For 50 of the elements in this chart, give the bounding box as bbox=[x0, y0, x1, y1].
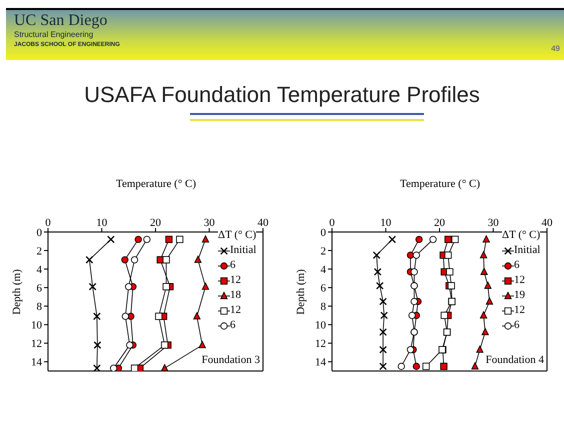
y-tick-label: 6 bbox=[36, 282, 42, 295]
y-axis-title: Depth (m) bbox=[11, 268, 23, 317]
x-tick-label: 0 bbox=[329, 217, 336, 229]
y-tick-label: 10 bbox=[31, 320, 42, 332]
y-tick-label: 12 bbox=[31, 338, 42, 350]
y-tick-label: 12 bbox=[315, 338, 326, 350]
legend-label: 18 bbox=[230, 288, 241, 303]
legend-title: ΔT (° C) bbox=[502, 228, 540, 243]
y-tick-label: 14 bbox=[315, 356, 326, 369]
chart-title: USAFA Foundation Temperature Profiles bbox=[83, 82, 481, 108]
text: Structural Engineering bbox=[14, 30, 94, 40]
x-axis-title: Temperature (° C) bbox=[115, 178, 197, 190]
x-tick-label: 30 bbox=[488, 217, 500, 229]
y-tick-label: 8 bbox=[320, 301, 326, 314]
legend-label: 6 bbox=[230, 258, 236, 273]
legend-label: 12 bbox=[514, 273, 525, 288]
legend-label: 6 bbox=[514, 258, 520, 273]
x-tick-label: 20 bbox=[434, 217, 446, 229]
x-tick-label: 30 bbox=[204, 217, 216, 229]
x-tick-label: 10 bbox=[96, 217, 108, 229]
y-tick-label: 0 bbox=[320, 226, 326, 239]
text: UC San Diego bbox=[14, 12, 108, 30]
x-tick-label: 0 bbox=[45, 217, 52, 229]
y-tick-label: 10 bbox=[315, 320, 326, 332]
legend-label: Initial bbox=[514, 243, 540, 258]
y-tick-label: 2 bbox=[320, 245, 326, 258]
annotation: Foundation 4 bbox=[484, 354, 544, 366]
y-tick-label: 0 bbox=[36, 226, 42, 239]
legend-label: 6 bbox=[230, 318, 236, 333]
y-tick-label: 2 bbox=[36, 245, 42, 258]
legend-label: 19 bbox=[514, 288, 525, 303]
x-tick-label: 40 bbox=[258, 217, 269, 229]
y-tick-label: 14 bbox=[31, 356, 42, 369]
legend-title: ΔT (° C) bbox=[218, 228, 256, 243]
y-tick-label: 4 bbox=[36, 264, 42, 276]
annotation: Foundation 3 bbox=[200, 354, 260, 366]
text: 49 bbox=[551, 44, 560, 53]
legend-label: 6 bbox=[514, 318, 520, 333]
y-tick-label: 8 bbox=[36, 301, 42, 314]
x-tick-label: 20 bbox=[150, 217, 162, 229]
x-axis-title: Temperature (° C) bbox=[399, 178, 481, 190]
legend-label: Initial bbox=[230, 243, 256, 258]
y-tick-label: 6 bbox=[320, 282, 326, 295]
y-axis-title: Depth (m) bbox=[295, 268, 307, 317]
legend-label: 12 bbox=[230, 273, 241, 288]
legend-label: 12 bbox=[230, 303, 241, 318]
legend-label: 12 bbox=[514, 303, 525, 318]
x-tick-label: 40 bbox=[542, 217, 553, 229]
x-tick-label: 10 bbox=[380, 217, 392, 229]
y-tick-label: 4 bbox=[320, 264, 326, 276]
